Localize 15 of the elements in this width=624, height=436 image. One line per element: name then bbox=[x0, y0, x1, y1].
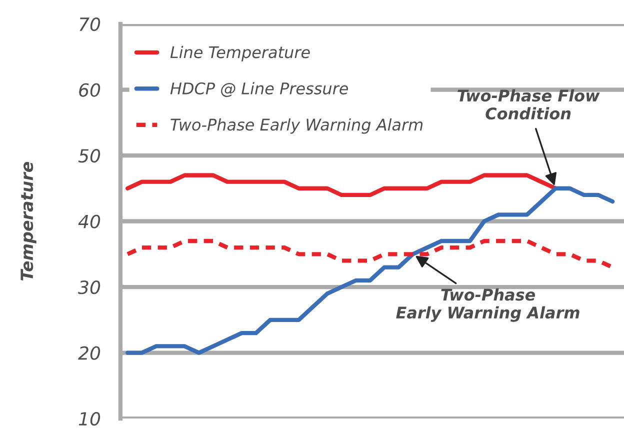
legend-label: Line Temperature bbox=[170, 46, 310, 62]
y-tick-label: 40 bbox=[78, 214, 100, 228]
y-tick-label: 70 bbox=[80, 17, 100, 32]
legend-label: Two-Phase Early Warning Alarm bbox=[170, 118, 423, 134]
y-tick-label: 60 bbox=[79, 83, 100, 97]
y-tick-label: 10 bbox=[78, 412, 100, 426]
legend-label: HDCP @ Line Pressure bbox=[170, 82, 348, 97]
annotation: Two-Phase Flow Condition bbox=[458, 89, 600, 120]
y-axis-title: Temperature bbox=[20, 162, 36, 280]
line-series bbox=[125, 173, 558, 198]
y-tick-label: 30 bbox=[78, 280, 100, 294]
y-tick-label: 50 bbox=[78, 148, 100, 163]
annotation: Two-Phase Early Warning Alarm bbox=[396, 288, 580, 322]
y-tick-label: 20 bbox=[78, 346, 100, 360]
line-series bbox=[125, 186, 615, 355]
